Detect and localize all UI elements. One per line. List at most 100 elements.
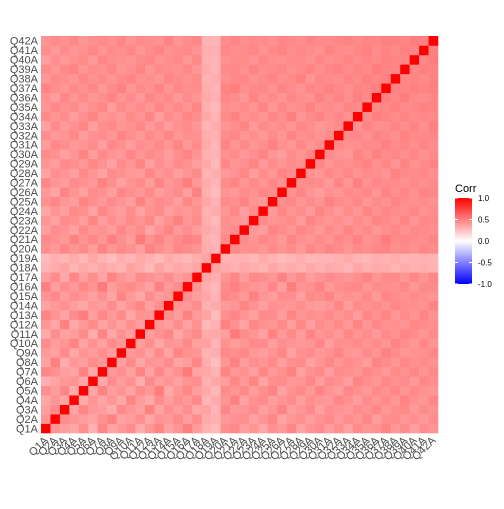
heatmap-cell [230,347,240,358]
heatmap-cell [97,102,108,112]
heatmap-cell [69,262,80,273]
heatmap-cell [154,206,165,216]
heatmap-cell [41,291,51,301]
heatmap-cell [220,243,231,254]
heatmap-cell [428,366,439,377]
heatmap-cell [154,329,165,339]
heatmap-cell [258,36,269,46]
heatmap-cell [163,215,174,226]
heatmap-cell [116,291,127,301]
heatmap-cell [78,92,89,103]
heatmap-cell [409,272,420,283]
heatmap-cell [50,310,61,320]
heatmap-cell [78,187,89,197]
heatmap-cell [419,36,429,46]
heatmap-cell [371,83,382,94]
heatmap-cell [258,54,269,65]
heatmap-cell [230,73,240,84]
heatmap-cell [352,404,363,415]
heatmap-cell [258,130,269,141]
heatmap-cell [390,177,401,188]
heatmap-cell [362,158,373,169]
heatmap-cell [154,319,165,330]
heatmap-cell [334,139,344,150]
heatmap-cell [211,177,221,188]
heatmap-cell [409,243,420,254]
heatmap-cell [362,45,373,56]
heatmap-cell [362,102,373,112]
heatmap-cell [182,73,193,84]
heatmap-cell [315,329,325,339]
heatmap-cell [334,347,344,358]
heatmap-cell [220,168,231,179]
heatmap-cell [362,395,373,405]
heatmap-cell [50,130,61,141]
heatmap-cell [211,196,221,207]
heatmap-cell [296,366,306,377]
heatmap-cell [41,366,51,377]
heatmap-cell [116,423,127,434]
heatmap-cell [230,83,240,94]
heatmap-cell [324,36,335,46]
heatmap-cell [50,385,61,396]
heatmap-cell [201,121,212,131]
heatmap-cell [419,149,429,160]
heatmap-cell [154,234,165,245]
heatmap-cell [107,300,117,311]
heatmap-cell [59,149,70,160]
heatmap-cell [144,196,155,207]
heatmap-cell [362,64,373,75]
heatmap-cell [211,281,221,292]
heatmap-cell [296,130,306,141]
heatmap-cell [390,357,401,368]
heatmap-cell [400,64,410,75]
heatmap-cell [211,404,221,415]
heatmap-cell [248,329,259,339]
heatmap-cell [201,253,212,264]
heatmap-cell [182,234,193,245]
heatmap-cell [286,310,297,320]
heatmap-cell [277,395,288,405]
heatmap-cell [334,376,344,387]
heatmap-cell [239,310,250,320]
heatmap-cell [390,121,401,131]
heatmap-cell [107,338,117,349]
heatmap-cell [305,45,316,56]
heatmap-cell [97,262,108,273]
heatmap-cell [343,310,354,320]
heatmap-cell [154,215,165,226]
heatmap-cell [362,36,373,46]
heatmap-cell [400,168,410,179]
heatmap-cell [334,158,344,169]
heatmap-cell [381,262,392,273]
heatmap-cell [258,102,269,112]
heatmap-cell [409,300,420,311]
heatmap-cell [126,168,136,179]
heatmap-cell [286,329,297,339]
heatmap-cell [419,404,429,415]
heatmap-cell [163,187,174,197]
heatmap-cell [277,404,288,415]
heatmap-cell [154,168,165,179]
y-tick-label: Q11A [11,329,39,341]
heatmap-cell [192,149,202,160]
heatmap-cell [97,64,108,75]
heatmap-cell [59,281,70,292]
y-tick-label: Q41A [10,45,39,57]
heatmap-cell [305,338,316,349]
heatmap-cell [305,423,316,434]
heatmap-cell [248,83,259,94]
heatmap-cell [201,376,212,387]
heatmap-cell [220,196,231,207]
heatmap-cell [163,423,174,434]
heatmap-cell [220,177,231,188]
heatmap-cell [144,281,155,292]
heatmap-cell [324,347,335,358]
heatmap-cell [390,338,401,349]
heatmap-cell [192,395,202,405]
heatmap-cell [211,272,221,283]
heatmap-cell [173,168,184,179]
heatmap-cell [182,329,193,339]
heatmap-cell [144,73,155,84]
heatmap-cell [286,92,297,103]
